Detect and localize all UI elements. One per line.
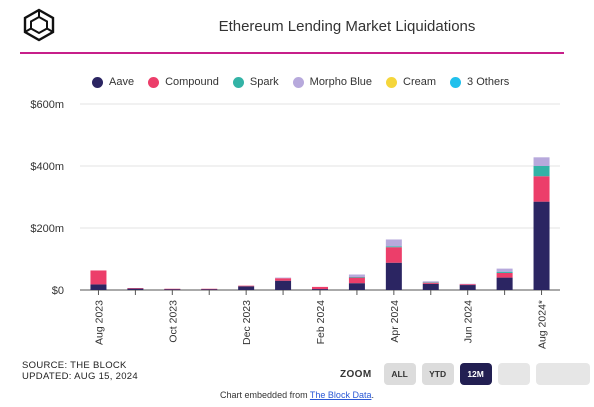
x-tick-label: Feb 2024 [315, 300, 327, 345]
bar-segment [238, 285, 255, 287]
bar-segment [459, 285, 476, 290]
bar-segment [533, 166, 550, 177]
source-text: SOURCE: THE BLOCK [22, 360, 127, 371]
zoom-controls: ZOOM ALL YTD 12M [340, 363, 590, 385]
zoom-label: ZOOM [340, 368, 372, 380]
legend-item-aave[interactable]: Aave [92, 76, 134, 88]
bar-segment [385, 246, 402, 248]
bar-segment [312, 289, 328, 290]
bar-segment [127, 288, 144, 290]
bar-segment [459, 283, 476, 285]
zoom-all-button[interactable]: ALL [383, 363, 416, 385]
the-block-logo-icon [23, 8, 55, 42]
bar-segment [312, 286, 328, 290]
embed-credit: Chart embedded from The Block Data. [0, 390, 594, 400]
bar-segment [348, 274, 365, 277]
bar-segment [533, 157, 550, 166]
bar-segment [164, 289, 181, 290]
x-tick-label: Aug 2024* [537, 300, 549, 349]
zoom-extra-button[interactable] [497, 363, 530, 385]
updated-text: UPDATED: AUG 15, 2024 [22, 371, 138, 382]
bar-segment [90, 270, 107, 285]
bar-segment [275, 280, 292, 290]
chart-title: Ethereum Lending Market Liquidations [218, 18, 476, 35]
y-tick-label: $0 [52, 285, 64, 297]
bar-segment [275, 277, 292, 279]
bar-segment [533, 201, 550, 290]
bar-segment [459, 284, 476, 286]
legend-swatch [386, 76, 398, 88]
y-tick-label: $600m [30, 99, 64, 111]
x-tick-label: Dec 2023 [241, 300, 253, 345]
bar-segment [422, 283, 439, 290]
bar-segment [385, 247, 402, 263]
bar-segment [164, 288, 181, 290]
legend-swatch [92, 76, 103, 88]
legend-label: Cream [403, 76, 437, 88]
bar-segment [496, 268, 513, 272]
y-tick-label: $200m [30, 223, 64, 235]
bar-segment [238, 286, 255, 290]
legend-item-3-others[interactable]: 3 Others [450, 76, 509, 88]
x-tick-label: Jun 2024 [463, 300, 475, 343]
legend-swatch [450, 76, 462, 88]
stacked-bar-chart: $0 $200m $400m $600m Aug 2023 Oct 2023 Dec 202… [30, 99, 560, 349]
legend-swatch [148, 76, 160, 88]
legend-swatch [292, 76, 304, 88]
bar-segment [496, 277, 513, 290]
bar-segment [275, 278, 292, 281]
zoom-ytd-button[interactable]: YTD [421, 363, 454, 385]
bar-segment [496, 271, 513, 273]
embed-suffix: . [371, 390, 374, 400]
title-divider [20, 52, 564, 54]
bar-segment [127, 288, 144, 289]
bar-segment [90, 284, 107, 290]
legend-label: Spark [249, 76, 279, 88]
legend-item-morpho-blue[interactable]: Morpho Blue [292, 76, 373, 88]
legend-item-spark[interactable]: Spark [232, 76, 279, 88]
legend-label: 3 Others [467, 76, 510, 88]
the-block-data-link[interactable]: The Block Data [309, 390, 372, 400]
source-note: SOURCE: THE BLOCK UPDATED: AUG 15, 2024 [22, 360, 138, 382]
zoom-extra-wide-button[interactable] [535, 363, 590, 385]
bar-segment [201, 289, 218, 290]
bar-segment [533, 176, 550, 202]
bar-segment [201, 288, 218, 290]
legend-swatch [232, 76, 244, 88]
bar-segment [385, 262, 402, 290]
legend-item-compound[interactable]: Compound [148, 76, 219, 88]
bar-segment [422, 282, 439, 284]
bar-segment [422, 282, 439, 283]
bar-segment [348, 283, 365, 290]
bar-segment [385, 239, 402, 247]
bar-segment [348, 276, 365, 278]
bar-segment [348, 277, 365, 284]
x-tick-label: Apr 2024 [389, 300, 401, 343]
legend-item-cream[interactable]: Cream [386, 76, 436, 88]
x-tick-label: Aug 2023 [93, 300, 105, 345]
legend-label: Morpho Blue [309, 76, 373, 88]
legend-label: Compound [165, 76, 219, 88]
bar-segment [422, 281, 439, 283]
legend-label: Aave [109, 76, 135, 88]
y-tick-label: $400m [30, 161, 64, 173]
bar-segment [496, 272, 513, 278]
embed-prefix: Chart embedded from [220, 390, 310, 400]
zoom-12m-button[interactable]: 12M [459, 363, 492, 385]
chart-legend: Aave Compound Spark Morpho Blue Cream 3 Other… [92, 74, 509, 90]
x-tick-label: Oct 2023 [167, 300, 179, 343]
